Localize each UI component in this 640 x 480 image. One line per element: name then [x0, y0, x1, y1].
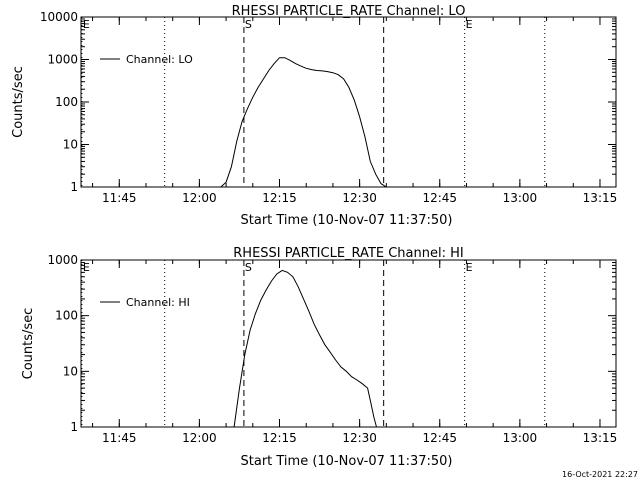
x-tick-label: 13:00 [503, 191, 538, 205]
chart-title: RHESSI PARTICLE_RATE Channel: HI [233, 246, 463, 261]
footer-timestamp: 16-Oct-2021 22:27 [562, 470, 638, 479]
x-tick-label: 11:45 [102, 431, 137, 445]
event-marker-label: S [245, 261, 252, 274]
legend-entry: Channel: HI [126, 296, 190, 309]
x-tick-label: 12:45 [422, 431, 457, 445]
event-marker-label: E [83, 18, 90, 31]
y-tick-label: 1000 [47, 53, 78, 67]
y-tick-label: 100 [55, 309, 78, 323]
x-tick-label: 13:00 [503, 431, 538, 445]
y-tick-label: 1 [70, 180, 78, 194]
event-marker-label: E [83, 261, 90, 274]
x-axis-label: Start Time (10-Nov-07 11:37:50) [241, 213, 453, 228]
y-tick-label: 100 [55, 95, 78, 109]
y-axis-label: Counts/sec [21, 308, 36, 380]
y-tick-label: 10000 [40, 10, 78, 24]
x-tick-label: 13:15 [583, 431, 618, 445]
panel-1: RHESSI PARTICLE_RATE Channel: LO 11:45 12:… [11, 4, 617, 228]
y-axis-label: Counts/sec [11, 66, 26, 138]
plot-frame [80, 259, 617, 428]
y-tick-label: 1000 [47, 253, 78, 267]
y-tick-label: 1 [70, 420, 78, 434]
chart-title: RHESSI PARTICLE_RATE Channel: LO [232, 4, 466, 19]
event-marker-label: S [245, 18, 252, 31]
x-tick-label: 11:45 [102, 191, 137, 205]
panel-2: RHESSI PARTICLE_RATE Channel: HI 11:45 12:… [21, 246, 617, 469]
series-line [233, 269, 377, 428]
x-tick-label: 12:00 [182, 431, 217, 445]
x-tick-label: 12:30 [342, 191, 377, 205]
event-marker-label: E [466, 18, 473, 31]
y-tick-label: 10 [63, 364, 78, 378]
plot-frame [80, 16, 617, 188]
x-tick-label: 12:15 [262, 191, 297, 205]
legend-entry: Channel: LO [126, 53, 193, 66]
x-tick-label: 12:45 [422, 191, 457, 205]
y-tick-label: 10 [63, 138, 78, 152]
x-tick-label: 12:00 [182, 191, 217, 205]
series-line [220, 57, 387, 188]
x-tick-label: 12:15 [262, 431, 297, 445]
x-tick-label: 12:30 [342, 431, 377, 445]
x-tick-label: 13:15 [583, 191, 618, 205]
x-axis-label: Start Time (10-Nov-07 11:37:50) [241, 454, 453, 469]
event-marker-label: E [466, 261, 473, 274]
